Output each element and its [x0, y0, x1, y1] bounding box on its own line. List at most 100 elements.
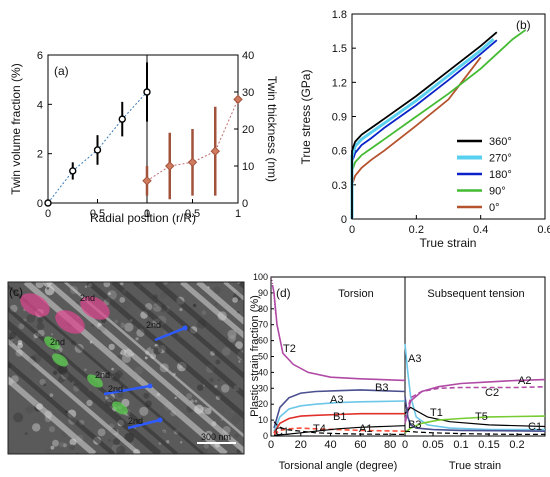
micrograph-grain: [97, 428, 106, 437]
y-tick-label-b: 1.2: [332, 77, 347, 89]
x-axis-label-a: Radial position (r/R): [90, 211, 196, 225]
micrograph-grain: [166, 440, 170, 444]
series-left-B3: [273, 389, 406, 429]
panel-label-b: (b): [516, 18, 531, 32]
micrograph-band: [133, 282, 244, 380]
micrograph-grain: [18, 323, 25, 330]
arrow-shaft: [103, 384, 151, 396]
arrow-head: [182, 325, 188, 331]
twin-label: 2nd: [80, 293, 95, 303]
micrograph-band: [86, 282, 244, 420]
micrograph-grain: [52, 439, 59, 447]
micrograph-grain: [180, 441, 183, 444]
micrograph-grain: [50, 333, 54, 336]
micrograph-grain: [186, 393, 193, 400]
micrograph-grain: [192, 303, 197, 308]
twin-thickness-point: [233, 94, 243, 105]
micrograph-frame: [7, 281, 245, 455]
x-tick-label-right-d: 0.1: [453, 439, 468, 451]
y-axis-label-left-a: Twin volume fraction (%): [9, 63, 23, 194]
series-right-B3: [404, 396, 546, 432]
y-tick-label-right: 20: [242, 124, 254, 136]
micrograph-grain: [201, 310, 207, 316]
micrograph-grain: [229, 282, 235, 285]
twin-region-pink: [55, 310, 85, 334]
series-left-A3: [273, 400, 406, 432]
series-right-C1: [404, 430, 545, 435]
y-tick-label-b: 0: [341, 214, 347, 226]
micrograph-grain: [134, 366, 143, 375]
y-axis-label-d: Plastic strain fraction (%): [249, 295, 261, 417]
y-tick-label-left: 0: [37, 198, 43, 210]
micrograph-grain: [45, 448, 51, 454]
x-tick-label-b: 0.6: [537, 224, 550, 236]
series-right-C2: [404, 385, 546, 421]
series-left-T4: [273, 427, 406, 436]
micrograph-grain: [221, 384, 230, 393]
y-tick-label-b: 1.5: [332, 43, 347, 55]
arrow-shaft: [154, 326, 186, 342]
y-tick-label-left: 4: [37, 99, 43, 111]
series-label-d: T1: [430, 407, 443, 419]
micrograph-grain: [161, 430, 166, 435]
micrograph-grain: [119, 297, 126, 303]
micrograph-grain: [135, 337, 139, 341]
arrow-shaft: [127, 418, 161, 430]
x-axis-label-left-d: Torsional angle (degree): [279, 460, 398, 472]
micrograph-grain: [108, 292, 111, 295]
micrograph-grain: [231, 414, 241, 425]
micrograph-grain: [124, 322, 134, 332]
y-tick-label-right: 0: [242, 198, 248, 210]
y-tick-label-right: 40: [242, 50, 254, 62]
y-tick-label-d: 40: [258, 367, 268, 377]
micrograph-grain: [234, 433, 239, 438]
series-label-d: C2: [485, 387, 499, 399]
panel-label-a: (a): [54, 64, 69, 78]
micrograph-grain: [238, 360, 241, 363]
twin-label: 2nd: [95, 370, 110, 380]
volume-fraction-point: [93, 146, 102, 154]
y-tick-label-left: 6: [37, 50, 43, 62]
micrograph-grain: [50, 445, 55, 450]
micrograph-grain: [58, 340, 63, 345]
micrograph-grain: [160, 292, 167, 299]
series-label-d: C1: [528, 421, 542, 433]
series-label-d: T2: [283, 343, 296, 355]
x-tick-label-left: 0.5: [90, 208, 105, 220]
series-line-2: [351, 39, 498, 219]
panel-b: 0 0.3 0.6 0.9 1.2 1.5 1.8 0 0.2 0.4 0.6 360° 270° 180…: [299, 9, 550, 250]
x-tick-label-right-d: 0.15: [478, 439, 499, 451]
micrograph-grain: [203, 443, 209, 449]
y-tick-label-d: 20: [258, 399, 268, 409]
micrograph-grain: [221, 347, 231, 356]
micrograph-grain: [191, 283, 198, 290]
micrograph-grain: [172, 283, 176, 286]
micrograph-grain: [215, 339, 220, 344]
y-tick-label-left: 2: [37, 149, 43, 161]
y-tick-label-d: 60: [258, 336, 268, 346]
micrograph-image: 2nd 2nd 2nd 2nd 2nd 2nd 300 nm: [8, 282, 244, 454]
micrograph-grain: [13, 412, 24, 423]
panel-c: 2nd 2nd 2nd 2nd 2nd 2nd 300 nm (c): [7, 281, 245, 455]
series-left-T2: [271, 284, 406, 382]
twin-label: 2nd: [128, 416, 143, 426]
y-tick-label-d: 80: [258, 304, 268, 314]
micrograph-grain: [59, 442, 65, 447]
series-left-B1: [273, 412, 405, 434]
y-tick-label-d: 100: [253, 272, 268, 282]
panel-label-d: (d): [276, 286, 291, 300]
volume-fraction-point: [118, 115, 126, 123]
y-tick-label-d: 90: [258, 288, 268, 298]
micrograph-band: [111, 282, 244, 399]
twin-thickness-point: [187, 157, 198, 168]
series-line-1: [350, 37, 495, 219]
micrograph-band: [8, 360, 115, 454]
micrograph-band: [23, 282, 228, 454]
micrograph-grain: [107, 438, 112, 443]
x-tick-label-right-d: 0.05: [422, 439, 443, 451]
x-tick-label-right-d: 0.2: [509, 439, 524, 451]
twin-thickness-point: [210, 146, 220, 156]
micrograph-grain: [24, 432, 28, 435]
micrograph-grain: [197, 384, 204, 391]
